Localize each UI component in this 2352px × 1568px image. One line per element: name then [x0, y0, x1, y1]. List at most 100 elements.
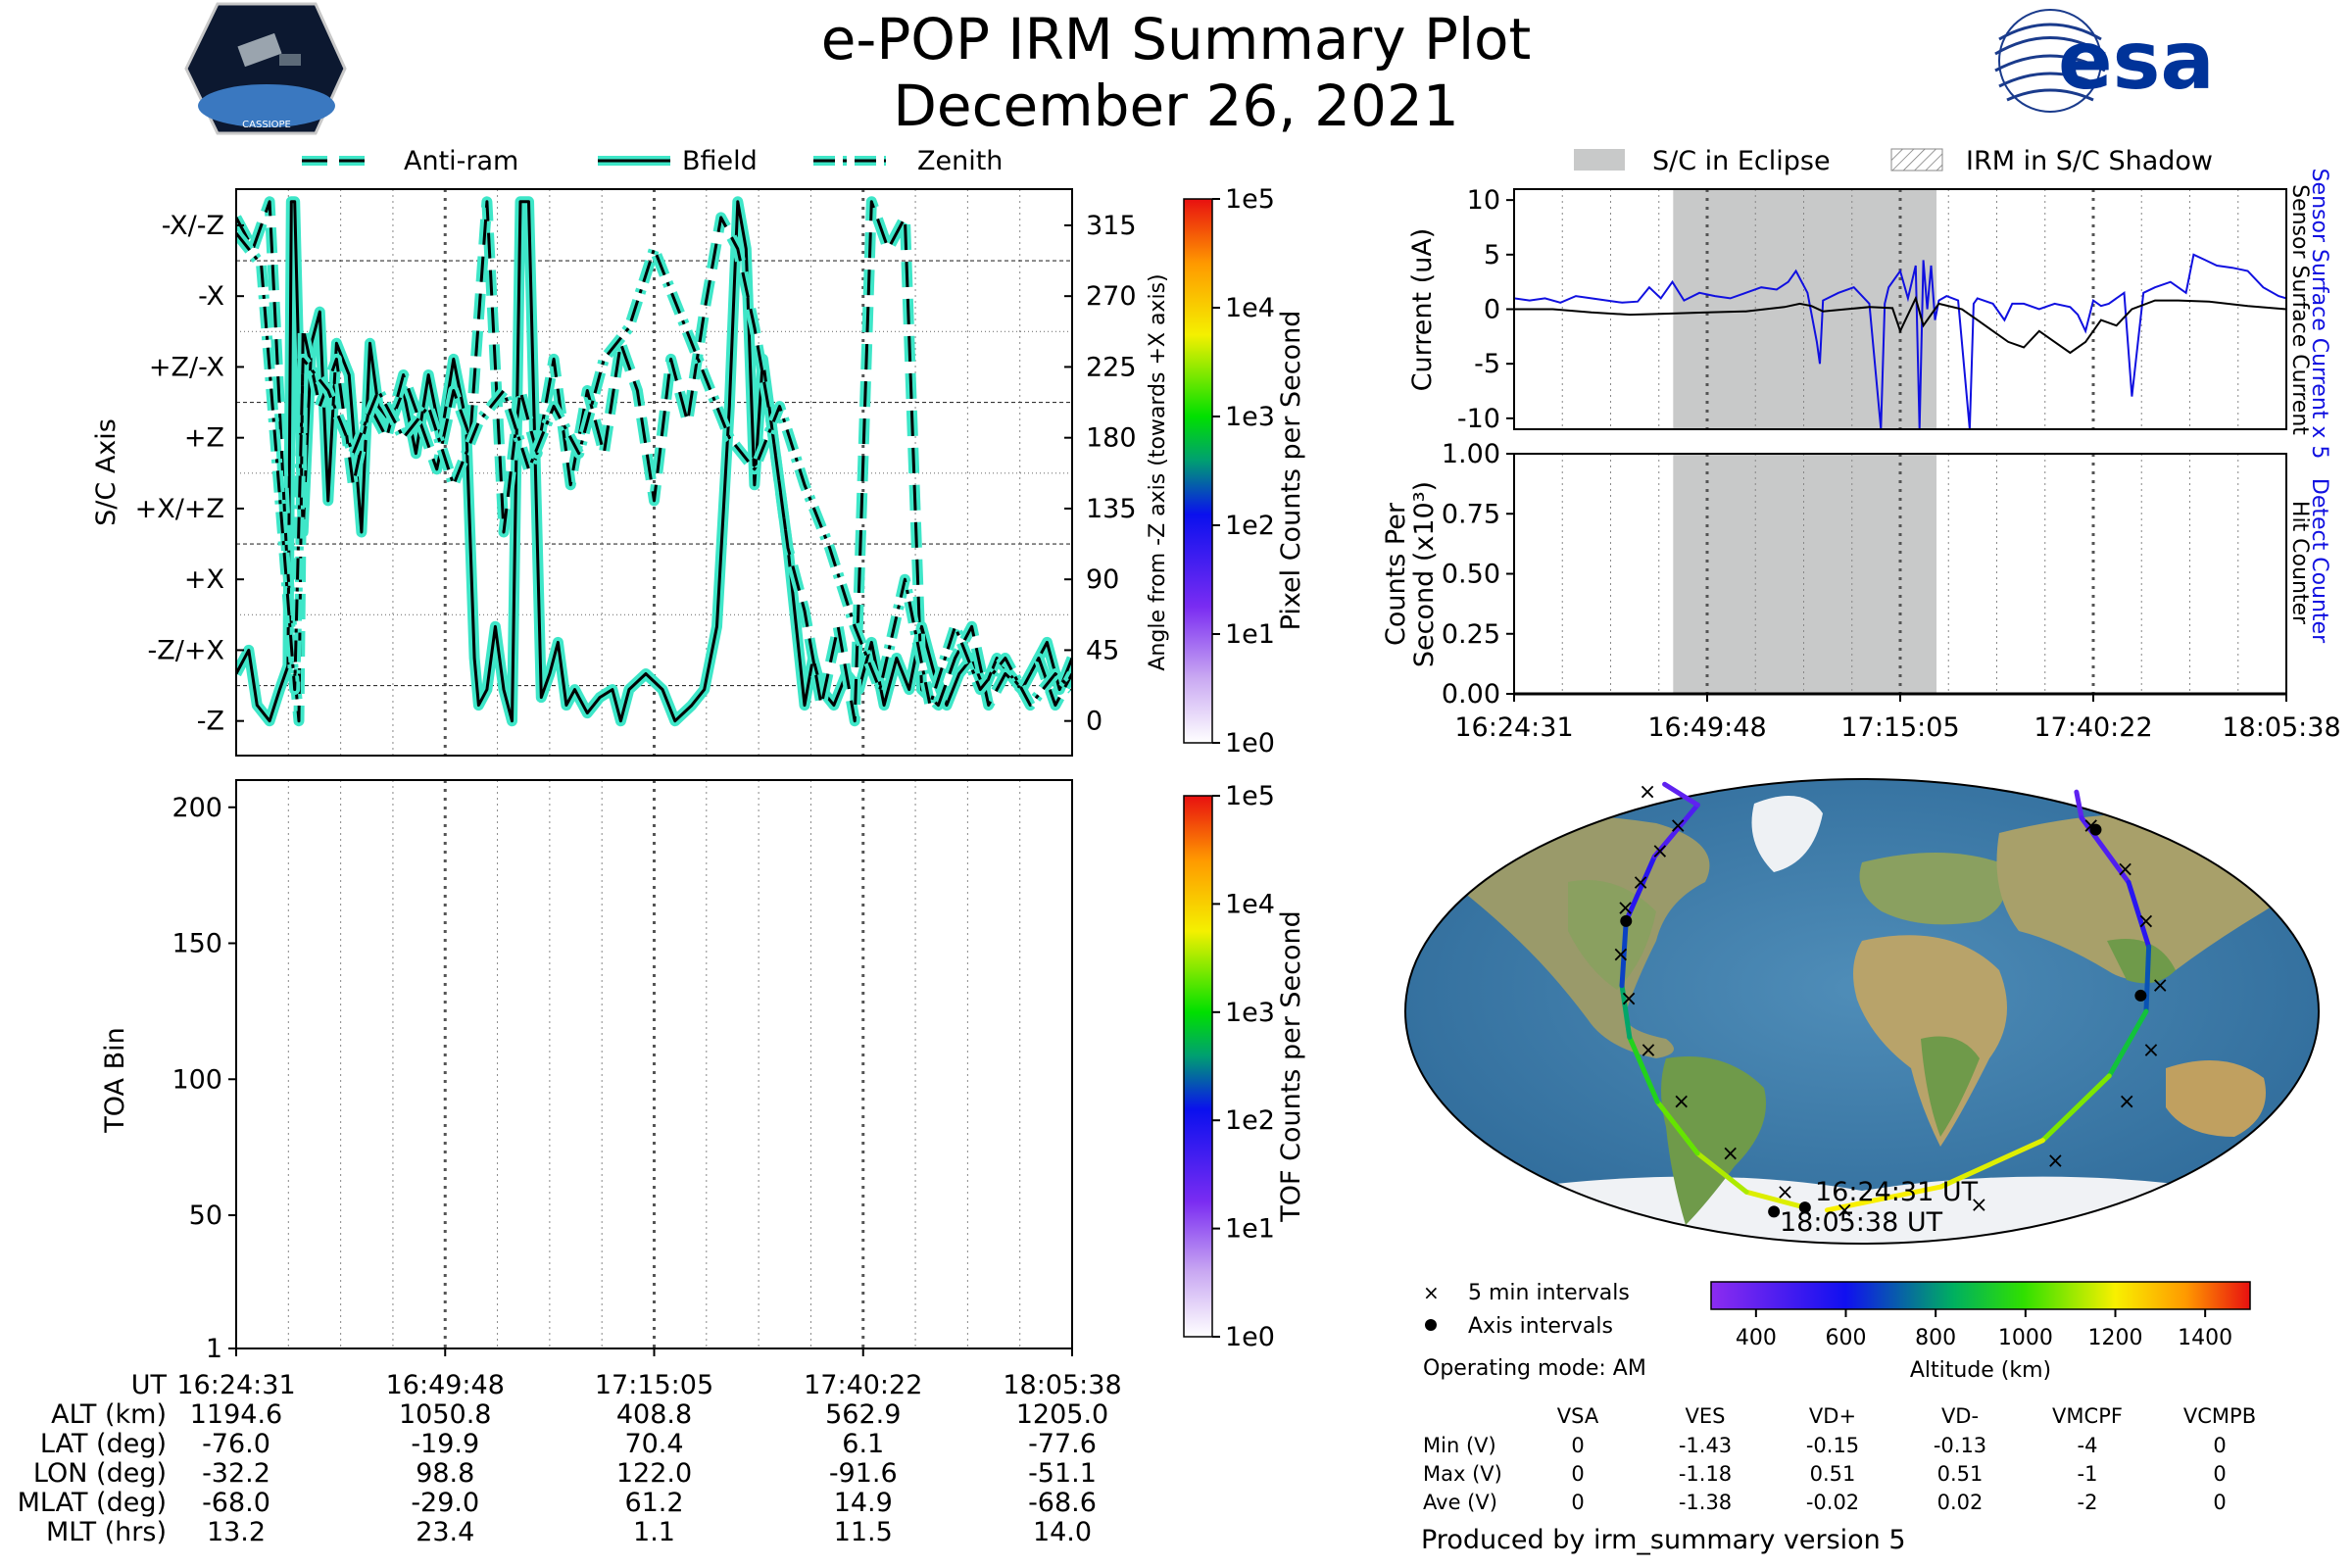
y-tick-label: 0.75: [1442, 499, 1500, 529]
track-segment: [1619, 918, 1629, 989]
counts-panel: 0.00 0.25 0.50 0.75 1.00 16:24:31 16:49:48 17:…: [1381, 439, 2341, 743]
y-tick-label: +X/+Z: [135, 494, 224, 524]
altitude-ticks: 400 600 800 1000 1200 1400: [1736, 1309, 2232, 1350]
footer-text: Produced by irm_summary version 5: [1421, 1525, 1906, 1555]
counts-gridlines: [1561, 454, 2239, 694]
voltage-table: VSA VES VD+ VD- VMCPF VCMPB Min (V) 0 -1.43 -0.15…: [1423, 1404, 2256, 1514]
voltage-cell: 0: [2213, 1462, 2226, 1486]
ephemeris-cell: 16:24:31: [176, 1370, 295, 1400]
legend-x-icon: ×: [1423, 1281, 1440, 1304]
y-tick-label: -X: [198, 281, 224, 312]
five-min-marker: ×: [1721, 1142, 1739, 1166]
five-min-marker: ×: [2151, 974, 2169, 999]
ephemeris-cell: 18:05:38: [1003, 1370, 1121, 1400]
axis-marker: [2134, 989, 2147, 1002]
counts-ylabel-line1: Counts Per: [1381, 502, 1411, 646]
right-tick-label: 0: [1086, 707, 1102, 737]
series-line-anti-ram: [236, 200, 1072, 723]
voltage-cell: 0.51: [1810, 1462, 1856, 1486]
track-segment: [1619, 983, 1633, 1040]
voltage-header: VD-: [1941, 1404, 1979, 1428]
pixel-colorbar-label: Pixel Counts per Second: [1276, 311, 1306, 631]
voltage-cell: -0.02: [1806, 1491, 1859, 1514]
altitude-tick-label: 800: [1915, 1326, 1956, 1350]
five-min-marker: ×: [1673, 1090, 1690, 1114]
legend-anti-ram: Anti-ram: [404, 146, 518, 176]
sc-axis-angle-ticks: 0 45 90 135 180 225 270 315: [1064, 211, 1137, 737]
voltage-cell: 0: [1571, 1491, 1584, 1514]
pixel-colorbar-ticks: 1e0 1e1 1e2 1e3 1e4 1e5: [1212, 184, 1275, 759]
legend-dot-icon: [1425, 1319, 1437, 1331]
voltage-cell: -0.15: [1806, 1434, 1859, 1457]
ephemeris-cell: 562.9: [825, 1399, 901, 1430]
voltage-cell: 0.51: [1937, 1462, 1984, 1486]
y-tick-label: -Z/+X: [148, 635, 224, 665]
ephemeris-cell: 408.8: [616, 1399, 692, 1430]
ephemeris-cell: 70.4: [624, 1429, 683, 1459]
ephemeris-row-label: UT: [131, 1370, 168, 1400]
counts-right-label-blue: Detect Counter: [2307, 478, 2331, 644]
esa-logo: esa: [1994, 9, 2215, 113]
y-tick-label: 0.00: [1442, 679, 1500, 710]
five-min-marker: ×: [1970, 1194, 1987, 1218]
cassiope-logo: CASSIOPE: [184, 2, 347, 135]
altitude-colorbar: 400 600 800 1000 1200 1400 Altitude (km): [1710, 1281, 2251, 1383]
ephemeris-cell: 16:49:48: [386, 1370, 505, 1400]
y-tick-label: -Z: [197, 707, 224, 737]
figure-subtitle: December 26, 2021: [893, 73, 1458, 139]
current-right-label-blue: Sensor Surface Current x 5: [2307, 169, 2331, 460]
ephemeris-cell: 17:40:22: [804, 1370, 922, 1400]
voltage-header: VES: [1686, 1404, 1726, 1428]
ephemeris-cell: -76.0: [202, 1429, 270, 1459]
y-tick-label: -5: [1474, 349, 1500, 379]
operating-mode: Operating mode: AM: [1423, 1356, 1646, 1381]
altitude-tick-label: 400: [1736, 1326, 1777, 1350]
axis-marker: [1768, 1205, 1781, 1218]
right-tick-label: 315: [1086, 211, 1137, 241]
track-segment: [1627, 1034, 1660, 1104]
legend-eclipse: S/C in Eclipse: [1652, 146, 1831, 176]
voltage-header: VCMPB: [2183, 1404, 2256, 1428]
ephemeris-cell: -51.1: [1028, 1458, 1097, 1489]
track-segment: [2126, 879, 2152, 950]
five-min-marker: ×: [1620, 987, 1638, 1011]
esa-logo-text: esa: [2058, 15, 2215, 108]
five-min-marker: ×: [1669, 813, 1687, 838]
toa-gridlines: [287, 780, 1021, 1348]
ephemeris-row-label: ALT (km): [51, 1399, 167, 1430]
voltage-cell: 0: [1571, 1462, 1584, 1486]
tof-colorbar-ticks: 1e0 1e1 1e2 1e3 1e4 1e5: [1212, 781, 1275, 1352]
ephemeris-cell: 1194.6: [190, 1399, 282, 1430]
y-tick-label: 10: [1467, 185, 1500, 216]
current-right-label-black: Sensor Surface Current: [2287, 184, 2312, 435]
voltage-row-label: Min (V): [1423, 1434, 1496, 1457]
y-tick-label: 200: [172, 793, 222, 823]
current-gridlines: [1561, 189, 2239, 429]
current-series-0: [1514, 253, 2286, 429]
orbit-map: ×××××××××××× ×××××××× 16:24:31 UT 18:05:3…: [1404, 778, 2320, 1245]
current-panel: -10 -5 0 5 10 Current (uA) Sensor Surface Cu…: [1407, 169, 2331, 460]
axis-marker: [1798, 1201, 1811, 1214]
ephemeris-cell: 14.0: [1033, 1517, 1092, 1547]
five-min-marker: ×: [2118, 1090, 2135, 1114]
colorbar-tick-label: 1e3: [1225, 998, 1275, 1028]
toa-xticks: [235, 1348, 1073, 1356]
track-start-label: 16:24:31 UT: [1815, 1177, 1979, 1207]
colorbar-tick-label: 1e4: [1225, 293, 1275, 323]
axis-marker: [2089, 823, 2102, 836]
eclipse-shading: [1673, 189, 1937, 429]
y-tick-label: 100: [172, 1064, 222, 1095]
right-tick-label: 135: [1086, 494, 1137, 524]
ephemeris-cell: 122.0: [616, 1458, 692, 1489]
tof-counts-colorbar: 1e0 1e1 1e2 1e3 1e4 1e5 TOF Counts per Second: [1183, 781, 1306, 1352]
counts-yticks: 0.00 0.25 0.50 0.75 1.00: [1442, 439, 1514, 710]
voltage-cell: -4: [2078, 1434, 2098, 1457]
colorbar-tick-label: 1e1: [1225, 1214, 1275, 1245]
five-min-marker: ×: [2116, 858, 2133, 882]
track-segment: [2079, 815, 2132, 885]
x-tick-label: 17:40:22: [2034, 712, 2152, 743]
sc-axis-ylabel: S/C Axis: [91, 418, 122, 526]
colorbar-tick-label: 1e0: [1225, 728, 1275, 759]
ephemeris-cell: 23.4: [416, 1517, 474, 1547]
